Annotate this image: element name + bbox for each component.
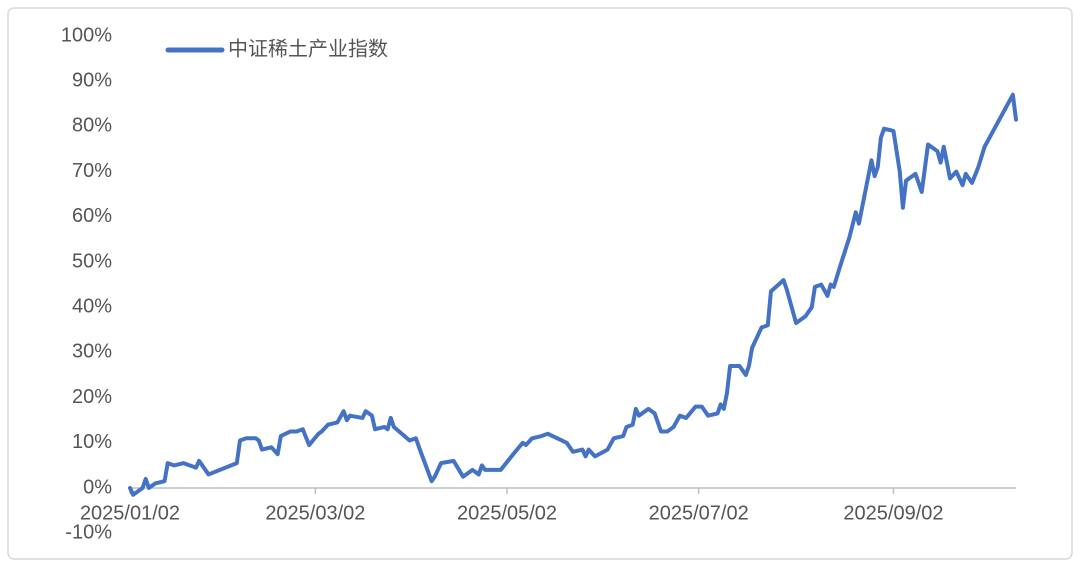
- y-tick-label: 30%: [72, 341, 112, 363]
- y-tick-label: 40%: [72, 295, 112, 317]
- y-tick-label: 80%: [72, 115, 112, 137]
- x-tick-label: 2025/09/02: [843, 502, 943, 524]
- y-tick-label: 60%: [72, 205, 112, 227]
- y-tick-label: 90%: [72, 69, 112, 91]
- y-tick-label: 50%: [72, 250, 112, 272]
- y-tick-label: 20%: [72, 386, 112, 408]
- y-tick-label: 70%: [72, 160, 112, 182]
- x-tick-label: 2025/03/02: [265, 502, 365, 524]
- legend-label: 中证稀土产业指数: [228, 37, 388, 60]
- y-tick-label: 0%: [83, 476, 112, 498]
- y-tick-label: 10%: [72, 431, 112, 453]
- y-tick-label: 100%: [61, 24, 112, 46]
- x-tick-label: 2025/01/02: [80, 502, 180, 524]
- data-line: [128, 92, 1018, 497]
- y-tick-label: -10%: [65, 521, 112, 543]
- x-tick-label: 2025/05/02: [457, 502, 557, 524]
- x-tick-label: 2025/07/02: [649, 502, 749, 524]
- chart-frame: [7, 7, 1073, 560]
